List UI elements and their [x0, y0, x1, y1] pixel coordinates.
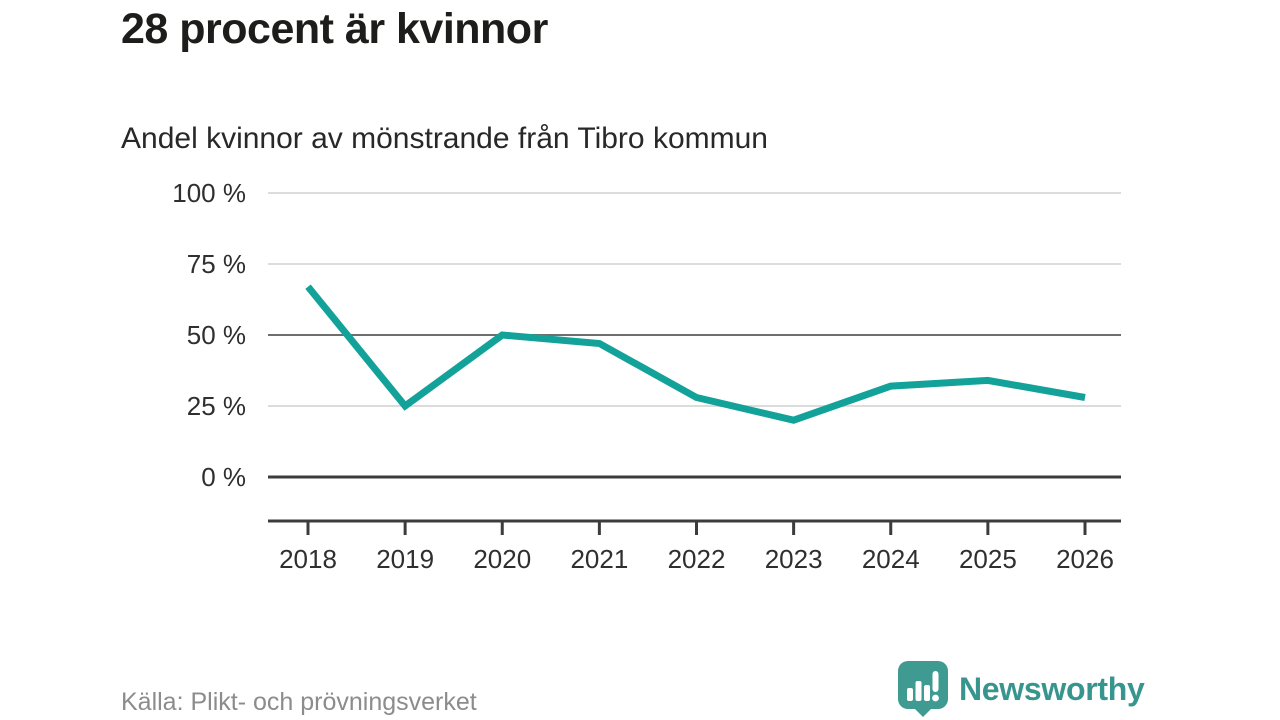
x-axis-tick-label: 2021 [570, 544, 628, 574]
y-axis-tick-label: 0 % [201, 462, 246, 492]
x-axis-tick-label: 2026 [1056, 544, 1114, 574]
x-axis-tick-label: 2024 [862, 544, 920, 574]
data-line-andel-kvinnor [305, 284, 1086, 424]
newsworthy-logo-icon [898, 661, 948, 717]
y-axis-tick-label: 100 % [172, 178, 246, 208]
x-axis-tick-label: 2020 [473, 544, 531, 574]
x-axis-tick-label: 2018 [279, 544, 337, 574]
x-axis-tick-label: 2025 [959, 544, 1017, 574]
y-axis-tick-label: 75 % [187, 249, 246, 279]
source-note: Källa: Plikt- och prövningsverket [121, 688, 477, 716]
x-axis-tick-label: 2023 [765, 544, 823, 574]
newsworthy-logo: Newsworthy [897, 660, 1145, 718]
x-axis-tick-label: 2022 [668, 544, 726, 574]
page-title: 28 procent är kvinnor [121, 5, 548, 53]
y-axis-tick-label: 25 % [187, 391, 246, 421]
y-axis-tick-label: 50 % [187, 320, 246, 350]
chart-subtitle: Andel kvinnor av mönstrande från Tibro k… [121, 122, 768, 155]
x-axis-tick-label: 2019 [376, 544, 434, 574]
newsworthy-wordmark: Newsworthy [959, 670, 1145, 707]
